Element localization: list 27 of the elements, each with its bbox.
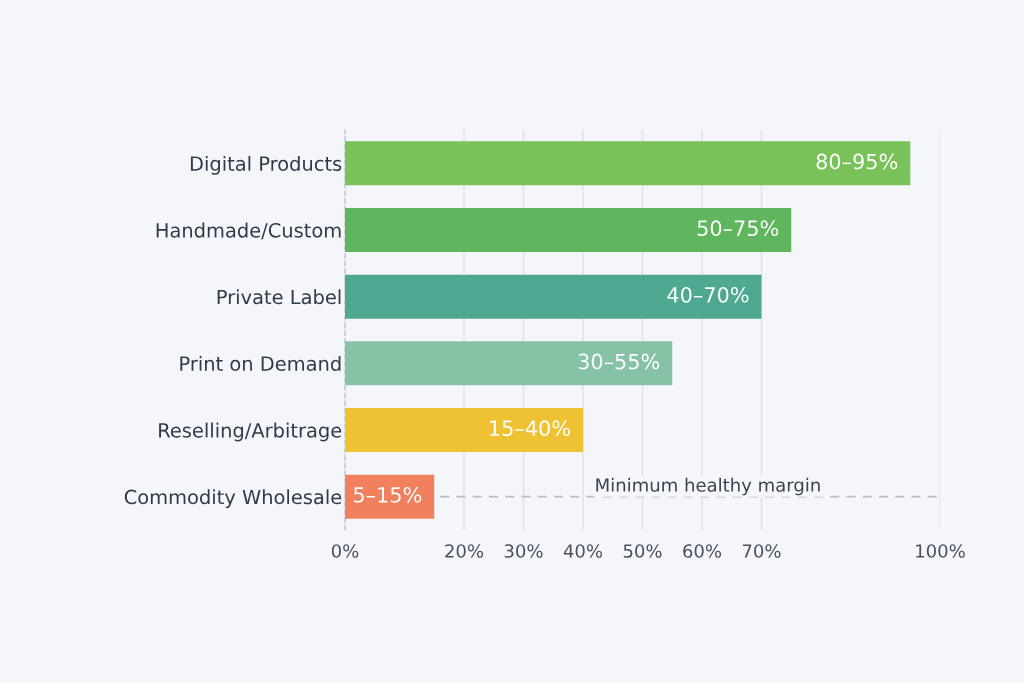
bar [345,474,435,519]
y-tick-label: Handmade/Custom [156,222,341,240]
x-tick-label: 60% [683,544,722,558]
y-tick-label: Digital Products [190,155,342,175]
annotation: 15–40% [490,420,570,437]
x-tick-label: 70% [742,544,781,558]
annotation: 30–55% [578,353,660,370]
x-tick-label: 30% [504,544,543,558]
ref-line-label: Minimum healthy margin [596,477,820,496]
x-tick-label: 50% [623,544,662,558]
x-tick-label: 40% [563,544,603,558]
bar [345,208,792,252]
bar [345,341,673,386]
annotation: 80–95% [816,153,898,170]
annotation: 40–70% [667,286,749,303]
bar [345,141,911,186]
bar [345,274,762,319]
annotation: 50–75% [697,220,779,237]
x-tick-label: 0% [331,544,359,558]
y-tick-label: Private Label [217,289,341,305]
x-tick-label: 20% [445,544,484,558]
x-tick-label: 100% [916,544,965,558]
y-tick-label: Print on Demand [180,355,341,371]
bar [345,408,583,452]
annotation: 5–15% [353,486,422,503]
y-tick-label: Reselling/Arbitrage [159,422,342,442]
y-tick-label: Commodity Wholesale [124,489,342,509]
